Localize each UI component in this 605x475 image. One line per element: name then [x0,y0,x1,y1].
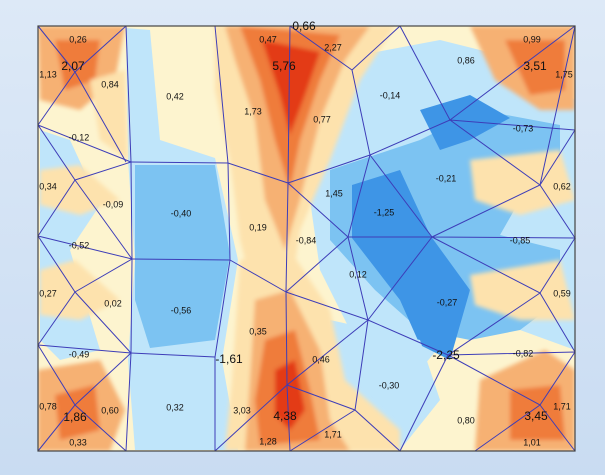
value-label: -0,09 [103,199,124,209]
mesh-line [37,235,133,354]
mesh-line [214,384,288,452]
pos-region-left-band-lower [40,260,120,320]
value-label: -0,40 [171,208,192,218]
value-label: 1,73 [244,106,262,116]
pos-region-center-bottom-peak [275,360,305,430]
value-label: 1,75 [555,69,573,79]
value-label: 4,38 [273,409,297,423]
pos-region-bottom-left-strong [55,385,100,440]
pos-region-center-top-peak [262,40,320,135]
value-label: 0,42 [166,91,184,101]
value-label: -0,27 [437,297,458,307]
mesh-line [286,319,449,452]
value-label: -0,82 [513,348,534,358]
value-label: 0,59 [553,288,571,298]
value-label: 2,07 [61,59,85,73]
value-label: 0,62 [553,181,571,191]
mesh-line [287,154,434,238]
value-label: -0,73 [513,123,534,133]
value-labels: 0,26 2,07 1,13 0,84 -0,12 0,34 -0,09 -0,52 0,27 0… [39,19,573,447]
value-label: -0,84 [296,235,317,245]
value-label: 0,66 [292,19,316,33]
value-label: 3,51 [523,59,547,73]
value-label: 0,84 [101,79,119,89]
pos-region-left-mid [90,70,128,160]
value-label: 1,71 [553,401,571,411]
value-label: -0,14 [380,90,401,100]
mesh-line [37,124,133,260]
pos-region-top-right-strong [505,40,565,95]
value-label: 0,47 [259,34,277,44]
value-label: 2,27 [324,42,342,52]
plate-frame [37,25,576,452]
value-label: 1,28 [259,436,277,446]
value-label: 1,01 [523,437,541,447]
value-label: -0,85 [510,235,531,245]
neg-region-left-core [135,165,230,348]
value-label: 0,12 [349,269,367,279]
value-label: 3,45 [524,409,548,423]
value-label: 1,86 [63,410,87,424]
value-label: -0,56 [171,305,192,315]
contour-field [38,26,575,451]
mesh-line [37,344,132,452]
value-label: -1,25 [374,207,395,217]
value-label: 1,13 [39,69,57,79]
value-label: 0,27 [39,288,57,298]
value-label: 0,19 [249,222,267,232]
pos-region-right-edge-lower [470,260,575,320]
value-label: 5,76 [272,59,296,73]
value-label: -0,12 [69,132,90,142]
neg-region-upper-right [420,95,510,150]
value-label: 1,45 [325,188,343,198]
mesh-line [399,25,576,186]
value-label: 1,71 [324,429,342,439]
value-label: 3,03 [233,405,251,415]
value-label: 0,34 [39,181,57,191]
value-label: 0,32 [166,402,184,412]
value-label: 0,86 [457,55,475,65]
value-label: 0,33 [69,437,87,447]
value-label: -2,25 [432,348,460,362]
value-label: -1,61 [215,352,243,366]
value-label: -0,21 [436,173,457,183]
value-label: 0,60 [101,405,119,415]
value-label: 0,35 [249,326,267,336]
mesh-line [286,319,369,386]
mesh-line [37,25,127,163]
value-label: -0,49 [69,349,90,359]
pos-region-top-left-strong [55,40,100,90]
mesh-line [227,162,289,293]
value-label: 0,99 [523,34,541,44]
value-label: 0,02 [104,298,122,308]
mesh-line [130,161,231,358]
pos-region-bottom-right-strong [510,385,565,440]
value-label: 0,26 [69,34,87,44]
value-label: 0,80 [457,415,475,425]
value-label: -0,30 [379,380,400,390]
value-label: 0,78 [39,401,57,411]
value-label: 0,46 [312,354,330,364]
value-label: -0,52 [69,240,90,250]
positive-regions [38,26,575,451]
value-label: 0,77 [313,114,331,124]
